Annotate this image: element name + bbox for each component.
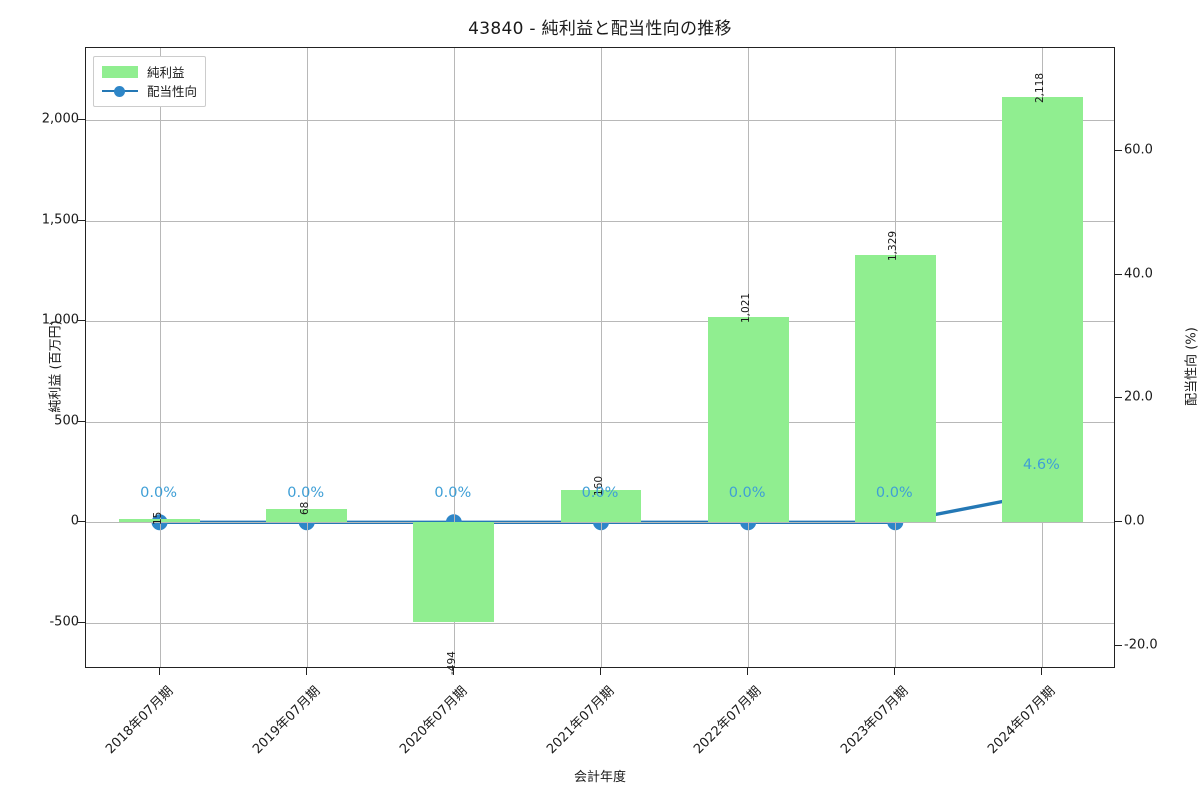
- gridline-vertical: [601, 48, 602, 667]
- bar-value-label: 68: [298, 501, 311, 515]
- gridline-vertical: [306, 48, 308, 667]
- legend-item-payout-ratio: 配当性向: [102, 81, 197, 100]
- chart-legend: 純利益 配当性向: [93, 56, 207, 107]
- bar-swatch-icon: [102, 65, 138, 78]
- y-axis-right-tick: 40.0: [1124, 266, 1153, 282]
- gridline-horizontal: [86, 120, 1114, 122]
- gridline-vertical: [159, 48, 161, 667]
- bar-net-income: [1001, 96, 1083, 523]
- y-axis-left-tick: 1,500: [41, 212, 79, 228]
- bar-value-label: -494: [445, 650, 458, 675]
- payout-ratio-value-label: 0.0%: [728, 485, 766, 502]
- chart-title: 43840 - 純利益と配当性向の推移: [468, 19, 732, 39]
- gridline-horizontal: [86, 421, 1114, 423]
- bar-net-income: [854, 255, 936, 523]
- gridline-horizontal: [86, 220, 1114, 222]
- bar-value-label: 2,118: [1034, 72, 1047, 103]
- x-axis-tickmark: [158, 668, 160, 675]
- y-axis-right-tickmark: [1115, 149, 1122, 151]
- y-axis-left-tickmark: [78, 219, 85, 221]
- payout-ratio-value-label: 0.0%: [434, 485, 472, 502]
- bar-net-income: [413, 522, 495, 622]
- x-axis-tick-label: 2024年07月期: [985, 683, 1059, 758]
- y-axis-left-tick: 0: [70, 513, 79, 529]
- bar-net-income: [560, 490, 642, 523]
- y-axis-right-tick: -20.0: [1124, 637, 1158, 653]
- y-axis-left-tick: -500: [49, 614, 79, 630]
- y-axis-left-tickmark: [78, 420, 85, 422]
- x-axis-tickmark: [305, 668, 307, 675]
- x-axis-tickmark: [747, 668, 749, 675]
- y-axis-left-tickmark: [78, 621, 85, 623]
- x-axis-tick-label: 2022年07月期: [691, 683, 765, 758]
- y-axis-left-tickmark: [78, 119, 85, 121]
- payout-ratio-value-label: 0.0%: [287, 485, 325, 502]
- y-axis-left-tick: 1,000: [41, 312, 79, 328]
- y-axis-left-tickmark: [78, 320, 85, 322]
- plot-area: [85, 47, 1115, 668]
- x-axis-tickmark: [1041, 668, 1043, 675]
- y-axis-left-tick: 500: [54, 413, 79, 429]
- payout-ratio-value-label: 0.0%: [875, 485, 913, 502]
- y-axis-right-tick: 0.0: [1124, 513, 1145, 529]
- x-axis-tickmark: [452, 668, 454, 675]
- bar-value-label: 1,329: [887, 231, 900, 262]
- y-axis-right-label: 配当性向 (%): [1184, 327, 1200, 406]
- payout-ratio-value-label: 0.0%: [581, 485, 619, 502]
- x-axis-label: 会計年度: [573, 770, 626, 785]
- payout-ratio-value-label: 0.0%: [140, 485, 177, 502]
- legend-item-net-income: 純利益: [102, 62, 197, 81]
- y-axis-right-tickmark: [1115, 273, 1122, 275]
- legend-label-payout-ratio: 配当性向: [147, 84, 198, 99]
- line-marker-icon: [102, 85, 138, 97]
- payout-ratio-value-label: 4.6%: [1023, 456, 1060, 473]
- bar-net-income: [119, 519, 201, 523]
- x-axis-tick-label: 2019年07月期: [249, 683, 324, 758]
- gridline-vertical: [453, 48, 455, 667]
- y-axis-right-tickmark: [1115, 645, 1122, 647]
- legend-label-net-income: 純利益: [147, 65, 185, 80]
- bar-net-income: [266, 508, 348, 523]
- x-axis-tickmark: [894, 668, 896, 675]
- x-axis-tickmark: [600, 668, 601, 675]
- y-axis-right-tick: 60.0: [1124, 142, 1153, 158]
- bar-value-label: 15: [151, 511, 164, 526]
- bar-value-label: 1,021: [740, 293, 753, 324]
- gridline-horizontal: [86, 622, 1114, 624]
- y-axis-right-tick: 20.0: [1124, 389, 1153, 405]
- gridline-horizontal: [86, 321, 1114, 323]
- gridline-horizontal: [86, 522, 1114, 524]
- x-axis-tick-label: 2023年07月期: [838, 683, 912, 758]
- x-axis-tick-label: 2021年07月期: [544, 683, 618, 758]
- bar-net-income: [707, 317, 789, 523]
- y-axis-right-tickmark: [1115, 521, 1122, 523]
- x-axis-tick-label: 2018年07月期: [102, 683, 176, 758]
- y-axis-left-tick: 2,000: [41, 111, 79, 127]
- y-axis-left-tickmark: [78, 521, 85, 523]
- y-axis-right-tickmark: [1115, 397, 1122, 399]
- x-axis-tick-label: 2020年07月期: [396, 683, 471, 758]
